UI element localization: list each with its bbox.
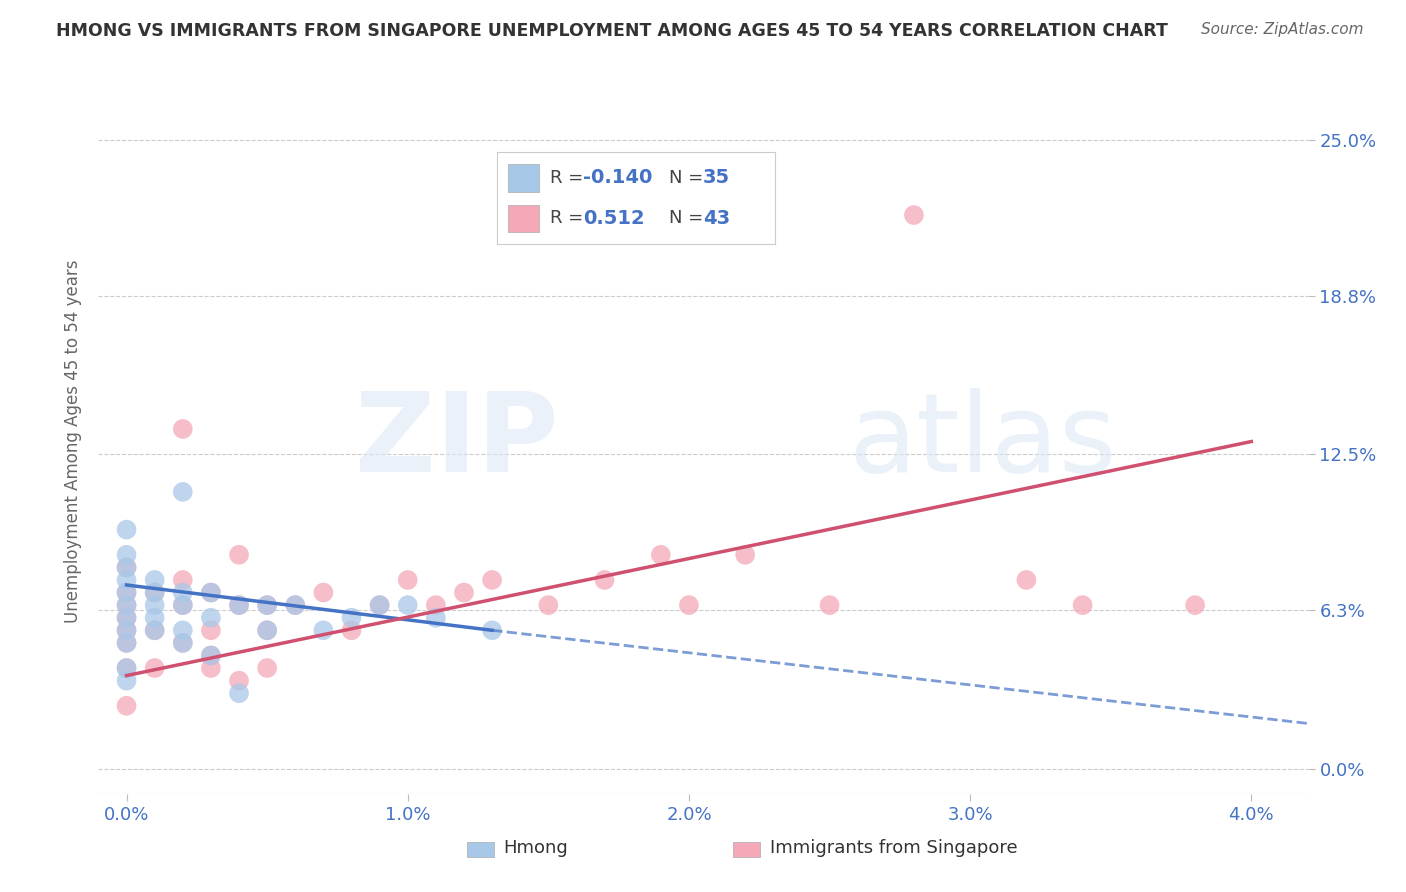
Point [143, 611, 166, 625]
Point [115, 661, 138, 675]
Point [256, 624, 278, 638]
Point [340, 611, 363, 625]
Point [143, 598, 166, 612]
Text: N =: N = [669, 210, 710, 227]
Point [200, 661, 222, 675]
Point [115, 523, 138, 537]
Point [425, 598, 447, 612]
Point [1184, 598, 1206, 612]
Text: N =: N = [669, 169, 710, 186]
Point [115, 560, 138, 574]
Point [115, 560, 138, 574]
Text: ZIP: ZIP [354, 388, 558, 495]
Point [284, 598, 307, 612]
Point [115, 636, 138, 650]
Point [115, 636, 138, 650]
Point [650, 548, 672, 562]
Point [481, 624, 503, 638]
Point [200, 648, 222, 663]
Point [228, 598, 250, 612]
Text: 0.512: 0.512 [583, 209, 645, 228]
Point [172, 573, 194, 587]
Point [200, 585, 222, 599]
Point [256, 598, 278, 612]
Point [115, 548, 138, 562]
Point [115, 698, 138, 713]
Point [340, 624, 363, 638]
Point [453, 585, 475, 599]
Point [368, 598, 391, 612]
Point [115, 661, 138, 675]
Point [115, 611, 138, 625]
Point [172, 636, 194, 650]
Point [537, 598, 560, 612]
Point [143, 624, 166, 638]
Point [115, 598, 138, 612]
Point [481, 573, 503, 587]
Text: atlas: atlas [848, 388, 1116, 495]
Point [593, 573, 616, 587]
Text: R =: R = [550, 210, 589, 227]
Point [678, 598, 700, 612]
Point [172, 624, 194, 638]
Point [228, 686, 250, 700]
FancyBboxPatch shape [509, 204, 538, 232]
Point [143, 624, 166, 638]
Point [143, 585, 166, 599]
Point [115, 673, 138, 688]
Point [903, 208, 925, 222]
Point [143, 573, 166, 587]
Point [172, 636, 194, 650]
Point [115, 598, 138, 612]
Point [734, 548, 756, 562]
FancyBboxPatch shape [467, 842, 494, 857]
Point [115, 624, 138, 638]
Point [115, 585, 138, 599]
Point [200, 648, 222, 663]
Point [396, 598, 419, 612]
Point [256, 624, 278, 638]
Point [312, 624, 335, 638]
Y-axis label: Unemployment Among Ages 45 to 54 years: Unemployment Among Ages 45 to 54 years [65, 260, 83, 624]
Point [228, 598, 250, 612]
Point [172, 422, 194, 436]
Point [1071, 598, 1094, 612]
Point [172, 598, 194, 612]
Point [256, 661, 278, 675]
Point [143, 661, 166, 675]
Point [256, 598, 278, 612]
Text: 43: 43 [703, 209, 730, 228]
Point [368, 598, 391, 612]
Text: R =: R = [550, 169, 589, 186]
Point [284, 598, 307, 612]
Text: -0.140: -0.140 [583, 169, 652, 187]
Text: Hmong: Hmong [503, 839, 568, 857]
FancyBboxPatch shape [509, 164, 538, 192]
Text: Source: ZipAtlas.com: Source: ZipAtlas.com [1201, 22, 1364, 37]
Point [228, 548, 250, 562]
Point [115, 611, 138, 625]
Point [200, 611, 222, 625]
Point [312, 585, 335, 599]
Point [172, 585, 194, 599]
Point [200, 624, 222, 638]
Point [818, 598, 841, 612]
Point [115, 573, 138, 587]
Point [228, 673, 250, 688]
Point [115, 624, 138, 638]
Point [115, 585, 138, 599]
Point [1015, 573, 1038, 587]
Point [396, 573, 419, 587]
Text: Immigrants from Singapore: Immigrants from Singapore [769, 839, 1017, 857]
Point [172, 484, 194, 499]
Point [172, 598, 194, 612]
Text: HMONG VS IMMIGRANTS FROM SINGAPORE UNEMPLOYMENT AMONG AGES 45 TO 54 YEARS CORREL: HMONG VS IMMIGRANTS FROM SINGAPORE UNEMP… [56, 22, 1168, 40]
FancyBboxPatch shape [734, 842, 759, 857]
Point [200, 585, 222, 599]
Point [143, 585, 166, 599]
Text: 35: 35 [703, 169, 730, 187]
Point [425, 611, 447, 625]
